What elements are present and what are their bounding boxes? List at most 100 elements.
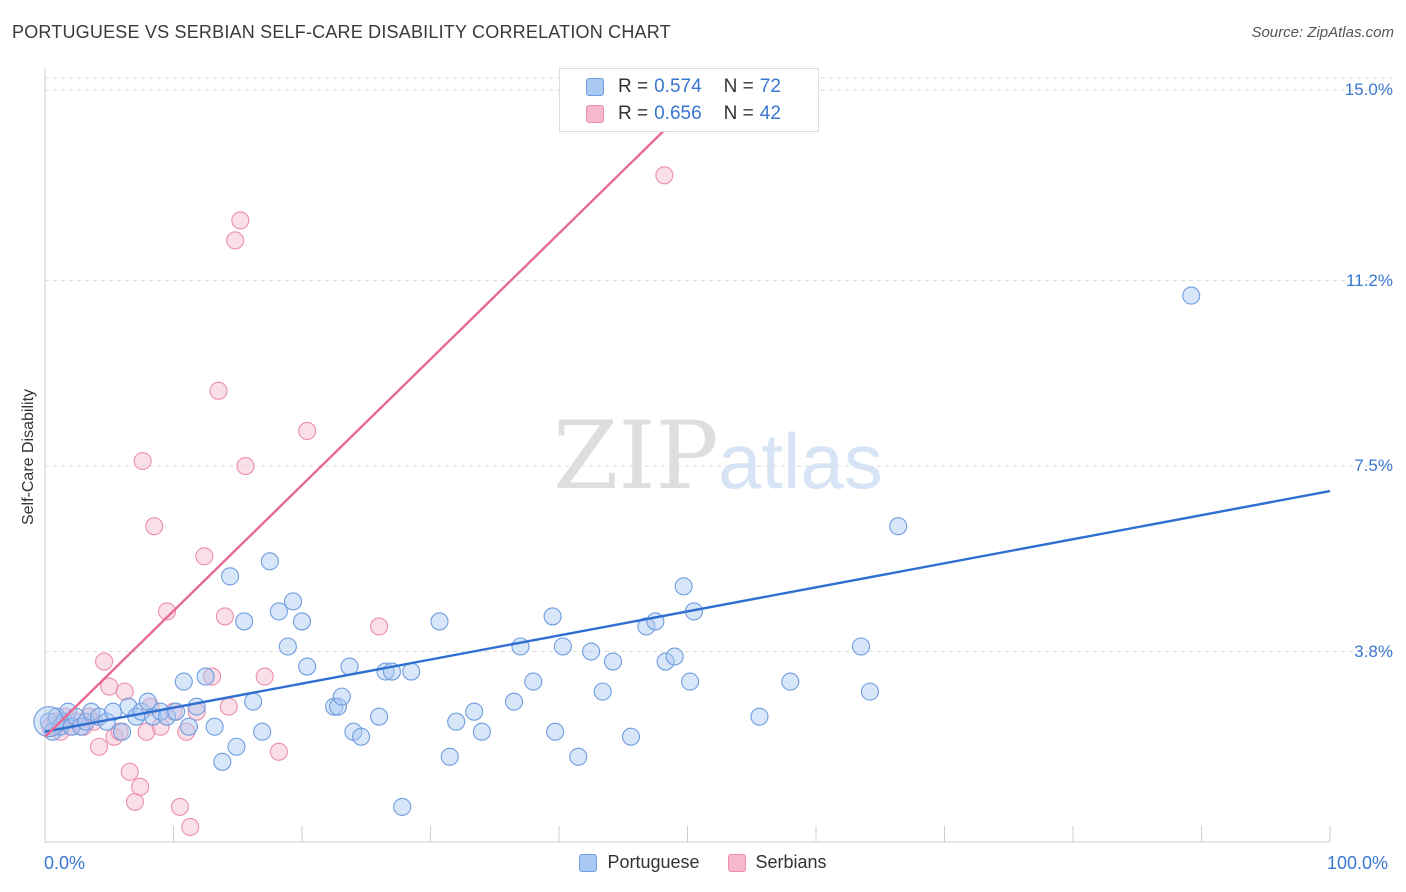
series-swatch-portuguese: [579, 853, 598, 872]
portuguese-point: [402, 662, 421, 681]
portuguese-point: [278, 637, 297, 656]
serbian-point: [269, 742, 288, 761]
serbian-point: [236, 456, 255, 476]
series-legend-serbians[interactable]: Serbians: [727, 852, 827, 873]
portuguese-point: [472, 722, 491, 741]
portuguese-point: [546, 722, 565, 741]
y-tick-label: 7.5%: [1354, 456, 1393, 476]
serbian-point: [215, 607, 234, 626]
legend-r-value: 0.574: [654, 76, 702, 97]
portuguese-point: [447, 712, 466, 731]
y-axis-label: Self-Care Disability: [20, 388, 37, 526]
y-tick-label: 15.0%: [1344, 80, 1393, 100]
serbian-point: [370, 617, 389, 636]
legend-row-serbians: R = 0.656 N = 42: [586, 103, 781, 125]
y-tick-label: 11.2%: [1346, 270, 1393, 290]
serbian-point: [177, 722, 196, 741]
series-legend-portuguese[interactable]: Portuguese: [579, 852, 700, 873]
portuguese-point: [352, 727, 371, 746]
portuguese-point: [205, 717, 224, 736]
serbian-point: [151, 717, 170, 736]
chart-title: PORTUGUESE VS SERBIAN SELF-CARE DISABILI…: [12, 22, 671, 42]
portuguese-point: [370, 707, 389, 726]
legend-swatch-serbians: [586, 105, 604, 123]
portuguese-point: [244, 692, 263, 711]
legend-row-portuguese: R = 0.574 N = 72: [586, 76, 781, 98]
serbian-point: [89, 737, 109, 756]
portuguese-point: [603, 652, 623, 671]
serbian-point: [298, 421, 317, 440]
serbian-point: [170, 797, 189, 816]
portuguese-point: [440, 747, 459, 766]
portuguese-point: [298, 657, 317, 676]
legend-swatch-portuguese: [586, 78, 604, 96]
axis-layer: [44, 68, 1331, 843]
portuguese-point: [179, 717, 198, 736]
serbian-point: [255, 667, 274, 686]
series-legend-label: Portuguese: [607, 852, 700, 872]
portuguese-point: [504, 692, 524, 711]
legend-r-label: R =: [618, 103, 649, 124]
serbian-point: [120, 762, 139, 781]
watermark-atlas: atlas: [718, 417, 883, 505]
portuguese-point: [332, 687, 351, 706]
portuguese-points: [33, 286, 1201, 816]
portuguese-point: [196, 667, 215, 686]
portuguese-point: [393, 797, 412, 816]
portuguese-point: [328, 697, 348, 716]
legend-n-label: N =: [723, 103, 754, 124]
serbian-trend-line: [44, 119, 676, 738]
series-legend-label: Serbians: [755, 852, 827, 872]
serbian-point: [115, 682, 134, 701]
y-tick-label: 3.8%: [1354, 641, 1393, 661]
portuguese-point: [227, 737, 246, 756]
portuguese-point: [283, 592, 303, 611]
portuguese-point: [1182, 286, 1201, 305]
series-legend: Portuguese Serbians: [0, 852, 1406, 873]
serbian-point: [231, 211, 250, 230]
portuguese-point: [860, 682, 880, 701]
serbian-point: [95, 652, 114, 671]
correlation-legend: R = 0.574 N = 72 R = 0.656 N = 42: [559, 68, 819, 132]
portuguese-point: [593, 682, 612, 701]
portuguese-point: [656, 652, 675, 671]
source-label: Source: ZipAtlas.com: [1251, 24, 1394, 41]
serbian-point: [203, 667, 222, 686]
portuguese-point: [113, 722, 132, 741]
serbian-point: [195, 547, 214, 566]
x-tick-label-max: 100.0%: [1327, 853, 1389, 873]
portuguese-point: [292, 612, 312, 631]
serbian-point: [125, 792, 144, 811]
portuguese-point: [253, 722, 272, 741]
serbian-point: [209, 381, 228, 400]
legend-n-value: 72: [759, 76, 781, 97]
x-tick-label-min: 0.0%: [44, 853, 86, 873]
serbian-points: [41, 166, 674, 837]
legend-n-label: N =: [723, 76, 754, 97]
legend-r-value: 0.656: [654, 103, 702, 124]
grid-layer: [45, 77, 1392, 653]
serbian-point: [226, 231, 245, 250]
portuguese-point: [235, 612, 254, 631]
portuguese-trend-line: [44, 489, 1331, 733]
portuguese-point: [553, 637, 572, 656]
portuguese-point: [851, 637, 871, 656]
watermark-zip: ZIP: [553, 402, 719, 511]
portuguese-point: [325, 697, 344, 716]
serbian-point: [181, 817, 200, 837]
serbian-point: [131, 777, 150, 796]
portuguese-point: [781, 672, 800, 691]
portuguese-point: [465, 702, 484, 721]
series-swatch-serbians: [727, 853, 746, 872]
portuguese-point: [665, 647, 684, 666]
serbian-point: [219, 697, 238, 716]
watermark: ZIP atlas: [553, 402, 883, 511]
serbian-point: [133, 451, 152, 471]
portuguese-point: [569, 747, 588, 766]
portuguese-point: [269, 602, 288, 621]
portuguese-point: [543, 607, 562, 626]
legend-n-value: 42: [759, 103, 781, 124]
serbian-point: [79, 707, 98, 726]
portuguese-point: [750, 707, 769, 726]
